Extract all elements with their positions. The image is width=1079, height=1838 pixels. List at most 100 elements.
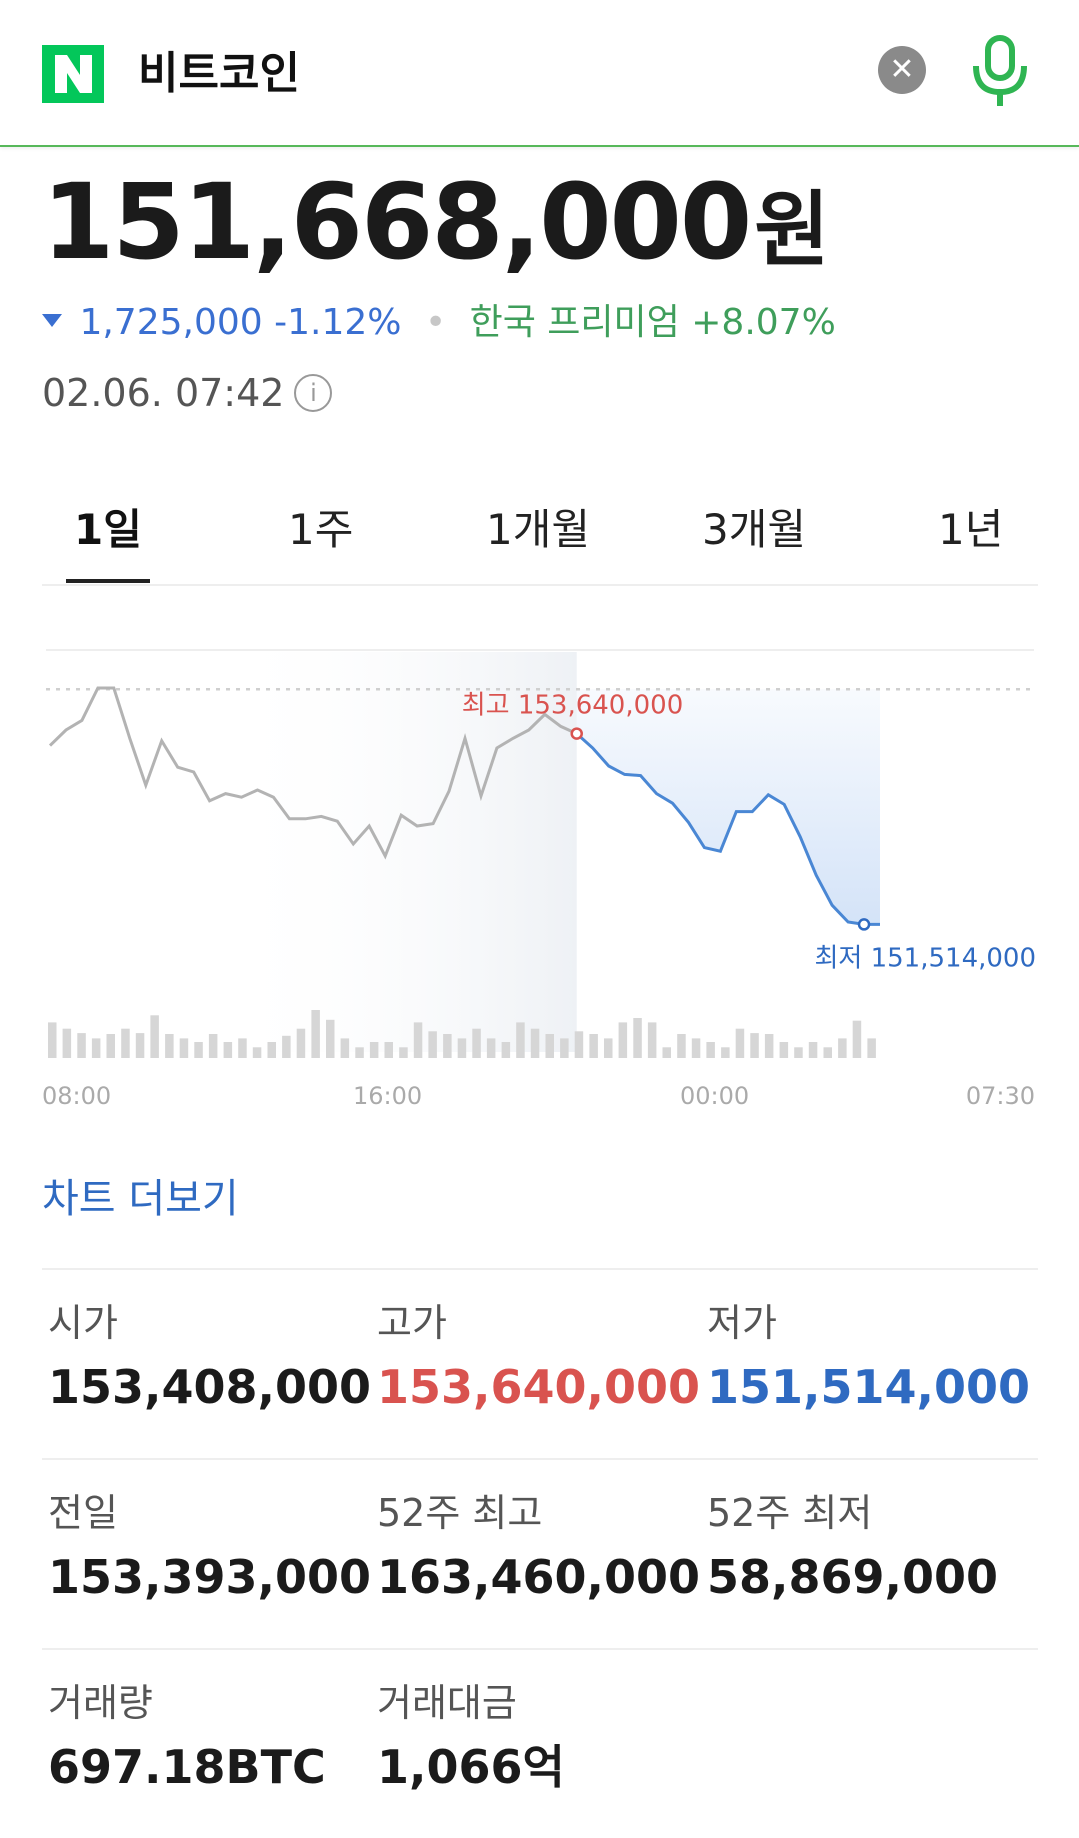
tab-1-month[interactable]: 1개월 bbox=[486, 505, 591, 554]
volume-bar bbox=[165, 1034, 174, 1058]
volume-bar bbox=[208, 1034, 218, 1058]
naver-logo-icon[interactable] bbox=[42, 45, 104, 103]
volume-bar bbox=[399, 1047, 408, 1058]
stats-row: 거래량 697.18BTC 거래대금 1,066억 bbox=[42, 1650, 1038, 1838]
stat-high: 고가 153,640,000 bbox=[377, 1298, 700, 1418]
volume-bar bbox=[838, 1038, 847, 1058]
price-unit: 원 bbox=[754, 183, 829, 278]
stat-52w-high: 52주 최고 163,460,000 bbox=[377, 1488, 700, 1608]
volume-bar bbox=[252, 1047, 262, 1058]
volume-bar bbox=[618, 1022, 628, 1058]
volume-bar bbox=[589, 1034, 598, 1058]
premium-label: 한국 프리미엄 bbox=[469, 302, 680, 343]
volume-bar bbox=[706, 1042, 715, 1058]
high-point-marker bbox=[570, 727, 583, 740]
volume-bar bbox=[369, 1042, 379, 1058]
change-amount: 1,725,000 bbox=[79, 302, 263, 343]
volume-bar bbox=[764, 1034, 774, 1058]
x-tick-label: 00:00 bbox=[680, 1082, 749, 1110]
volume-bar bbox=[282, 1035, 291, 1058]
volume-bars bbox=[48, 1010, 876, 1058]
volume-bar bbox=[413, 1022, 423, 1058]
volume-bar bbox=[574, 1031, 584, 1058]
volume-bar bbox=[647, 1022, 657, 1058]
stat-label: 거래대금 bbox=[377, 1681, 517, 1725]
stat-value: 58,869,000 bbox=[707, 1550, 999, 1604]
volume-bar bbox=[691, 1038, 701, 1058]
volume-bar bbox=[677, 1034, 686, 1058]
volume-bar bbox=[443, 1034, 452, 1058]
volume-bar bbox=[457, 1038, 467, 1058]
volume-bar bbox=[472, 1028, 481, 1058]
volume-bar bbox=[516, 1022, 525, 1058]
tab-1-week[interactable]: 1주 bbox=[288, 505, 354, 554]
close-icon[interactable]: ✕ bbox=[878, 46, 926, 94]
stat-label: 시가 bbox=[48, 1301, 118, 1345]
stat-value: 153,393,000 bbox=[48, 1550, 372, 1604]
period-tabs: 1일 1주 1개월 3개월 1년 bbox=[42, 488, 1038, 586]
volume-bar bbox=[486, 1038, 496, 1058]
stat-value: 153,640,000 bbox=[377, 1360, 701, 1414]
chart-more-link[interactable]: 차트 더보기 bbox=[42, 1176, 239, 1222]
volume-bar bbox=[721, 1047, 730, 1058]
stat-value: 153,408,000 bbox=[48, 1360, 372, 1414]
tab-3-months[interactable]: 3개월 bbox=[702, 505, 807, 554]
volume-bar bbox=[428, 1031, 437, 1058]
current-price: 151,668,000원 bbox=[42, 161, 830, 291]
stats-row: 전일 153,393,000 52주 최고 163,460,000 52주 최저… bbox=[42, 1460, 1038, 1650]
volume-bar bbox=[604, 1038, 613, 1058]
volume-bar bbox=[545, 1034, 554, 1058]
info-icon[interactable]: i bbox=[294, 373, 333, 412]
stat-value: 697.18BTC bbox=[48, 1740, 326, 1794]
stat-value: 163,460,000 bbox=[377, 1550, 701, 1604]
volume-bar bbox=[223, 1042, 233, 1058]
volume-bar bbox=[48, 1022, 57, 1058]
stat-prev-close: 전일 153,393,000 bbox=[48, 1488, 371, 1608]
volume-bar bbox=[750, 1033, 759, 1058]
volume-bar bbox=[779, 1042, 789, 1058]
volume-bar bbox=[326, 1019, 335, 1058]
volume-bar bbox=[794, 1047, 803, 1058]
timestamp: 02.06. 07:42 i bbox=[42, 368, 333, 418]
stat-label: 저가 bbox=[707, 1301, 777, 1345]
volume-bar bbox=[77, 1033, 86, 1058]
stat-volume: 거래량 697.18BTC bbox=[48, 1678, 326, 1798]
stat-label: 전일 bbox=[48, 1491, 118, 1535]
volume-bar bbox=[384, 1042, 393, 1058]
past-price-line bbox=[48, 686, 578, 860]
low-point-marker bbox=[857, 918, 871, 931]
down-triangle-icon bbox=[42, 313, 62, 327]
stat-label: 고가 bbox=[377, 1301, 447, 1345]
stat-value: 1,066억 bbox=[377, 1740, 565, 1794]
volume-bar bbox=[560, 1038, 569, 1058]
volume-bar bbox=[179, 1038, 189, 1058]
stat-trade-value: 거래대금 1,066억 bbox=[377, 1678, 565, 1798]
volume-bar bbox=[501, 1042, 511, 1058]
stats-row: 시가 153,408,000 고가 153,640,000 저가 151,514… bbox=[42, 1270, 1038, 1460]
volume-bar bbox=[267, 1042, 276, 1058]
volume-bar bbox=[823, 1047, 832, 1058]
microphone-icon[interactable] bbox=[968, 34, 1032, 108]
volume-bar bbox=[852, 1020, 862, 1058]
separator-dot: • bbox=[424, 302, 447, 343]
price-chart[interactable]: 최고 153,640,000 최저 151,514,000 08:00 16:0… bbox=[40, 640, 1040, 1120]
volume-bar bbox=[633, 1018, 642, 1058]
search-header: 비트코인 ✕ bbox=[0, 0, 1079, 147]
volume-bar bbox=[106, 1034, 115, 1058]
volume-bar bbox=[311, 1010, 320, 1058]
stat-label: 거래량 bbox=[48, 1681, 153, 1725]
volume-bar bbox=[355, 1047, 364, 1058]
volume-bar bbox=[121, 1028, 130, 1058]
stats-table: 시가 153,408,000 고가 153,640,000 저가 151,514… bbox=[42, 1268, 1038, 1838]
volume-bar bbox=[238, 1038, 247, 1058]
price-change-row: 1,725,000 -1.12% • 한국 프리미엄 +8.07% bbox=[42, 298, 836, 348]
search-input[interactable]: 비트코인 bbox=[138, 48, 300, 99]
volume-bar bbox=[867, 1038, 876, 1058]
price-value: 151,668,000 bbox=[42, 161, 752, 283]
x-tick-label: 16:00 bbox=[353, 1082, 422, 1110]
active-tab-underline bbox=[66, 579, 150, 583]
tab-1-day[interactable]: 1일 bbox=[74, 505, 142, 554]
volume-bar bbox=[150, 1015, 159, 1058]
change-percent: -1.12% bbox=[274, 302, 402, 343]
tab-1-year[interactable]: 1년 bbox=[938, 505, 1004, 554]
